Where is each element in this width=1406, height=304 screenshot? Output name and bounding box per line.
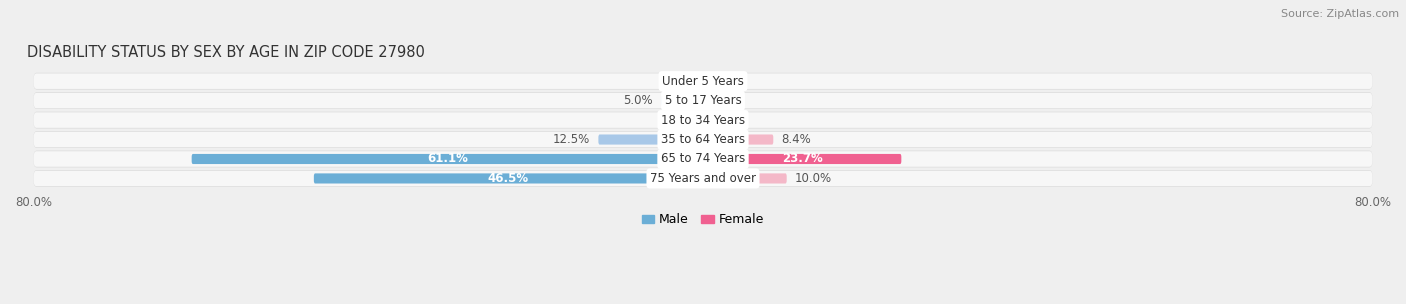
FancyBboxPatch shape: [34, 112, 1372, 129]
FancyBboxPatch shape: [34, 170, 1372, 187]
Text: 61.1%: 61.1%: [427, 153, 468, 165]
Text: 0.0%: 0.0%: [711, 114, 741, 126]
Text: Source: ZipAtlas.com: Source: ZipAtlas.com: [1281, 9, 1399, 19]
Text: DISABILITY STATUS BY SEX BY AGE IN ZIP CODE 27980: DISABILITY STATUS BY SEX BY AGE IN ZIP C…: [27, 45, 425, 60]
FancyBboxPatch shape: [34, 150, 1372, 168]
Text: 5 to 17 Years: 5 to 17 Years: [665, 94, 741, 107]
FancyBboxPatch shape: [34, 131, 1372, 148]
FancyBboxPatch shape: [703, 173, 787, 184]
Text: 0.0%: 0.0%: [665, 75, 695, 88]
Text: 0.0%: 0.0%: [711, 94, 741, 107]
Text: 12.5%: 12.5%: [553, 133, 591, 146]
FancyBboxPatch shape: [599, 134, 703, 145]
FancyBboxPatch shape: [191, 154, 703, 164]
FancyBboxPatch shape: [703, 134, 773, 145]
Text: 35 to 64 Years: 35 to 64 Years: [661, 133, 745, 146]
FancyBboxPatch shape: [34, 93, 1372, 109]
Text: 65 to 74 Years: 65 to 74 Years: [661, 153, 745, 165]
Text: 23.7%: 23.7%: [782, 153, 823, 165]
FancyBboxPatch shape: [703, 154, 901, 164]
Text: 10.0%: 10.0%: [794, 172, 832, 185]
Text: 8.4%: 8.4%: [782, 133, 811, 146]
FancyBboxPatch shape: [34, 151, 1372, 167]
Text: Under 5 Years: Under 5 Years: [662, 75, 744, 88]
Text: 46.5%: 46.5%: [488, 172, 529, 185]
FancyBboxPatch shape: [34, 92, 1372, 109]
Text: 75 Years and over: 75 Years and over: [650, 172, 756, 185]
Text: 5.0%: 5.0%: [623, 94, 652, 107]
FancyBboxPatch shape: [34, 73, 1372, 89]
Text: 0.0%: 0.0%: [711, 75, 741, 88]
FancyBboxPatch shape: [314, 173, 703, 184]
FancyBboxPatch shape: [34, 112, 1372, 128]
FancyBboxPatch shape: [34, 171, 1372, 186]
FancyBboxPatch shape: [34, 132, 1372, 147]
Text: 18 to 34 Years: 18 to 34 Years: [661, 114, 745, 126]
FancyBboxPatch shape: [34, 73, 1372, 89]
Text: 0.0%: 0.0%: [665, 114, 695, 126]
Legend: Male, Female: Male, Female: [637, 209, 769, 231]
FancyBboxPatch shape: [661, 95, 703, 106]
